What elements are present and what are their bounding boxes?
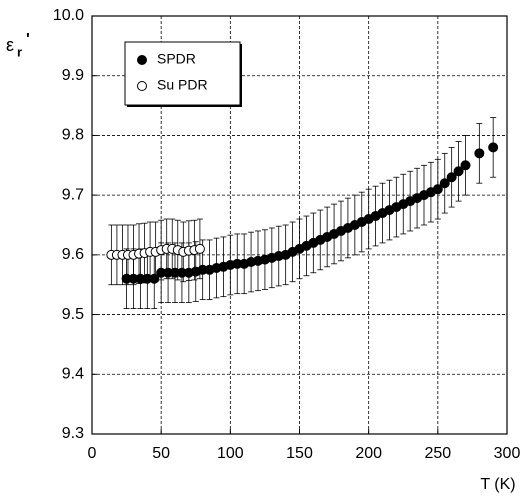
point: [460, 160, 471, 171]
plot-frame: [91, 15, 508, 435]
x-tick-label: 300: [494, 445, 521, 462]
y-tick-label: 9.7: [62, 186, 84, 203]
y-axis-label-subscript: r: [17, 44, 22, 59]
y-tick-label: 9.4: [62, 366, 84, 383]
x-tick-label: 250: [424, 445, 451, 462]
x-tick-label: 50: [152, 445, 170, 462]
y-tick-label: 9.6: [62, 246, 84, 263]
y-axis-label: ε: [6, 35, 14, 55]
y-axis-label-prime: ': [26, 31, 30, 48]
x-axis-label: T (K): [480, 476, 515, 493]
y-tick-label: 9.8: [62, 127, 84, 144]
y-tick-label: 9.9: [62, 67, 84, 84]
point: [488, 142, 499, 153]
legend-label: SPDR: [157, 51, 196, 67]
legend-label: Su PDR: [157, 77, 208, 93]
legend-marker: [137, 55, 147, 65]
point: [194, 243, 205, 254]
legend-marker: [137, 81, 147, 91]
legend-box: [124, 41, 241, 106]
y-tick-label: 9.5: [62, 306, 84, 323]
point: [453, 166, 464, 177]
point: [474, 148, 485, 159]
y-tick-label: 9.3: [62, 425, 84, 442]
point: [446, 172, 457, 183]
point: [432, 184, 443, 195]
x-tick-label: 150: [286, 445, 313, 462]
point: [439, 178, 450, 189]
x-tick-label: 0: [88, 445, 97, 462]
x-tick-label: 200: [355, 445, 382, 462]
x-tick-label: 100: [217, 445, 244, 462]
y-tick-label: 10.0: [53, 7, 84, 24]
